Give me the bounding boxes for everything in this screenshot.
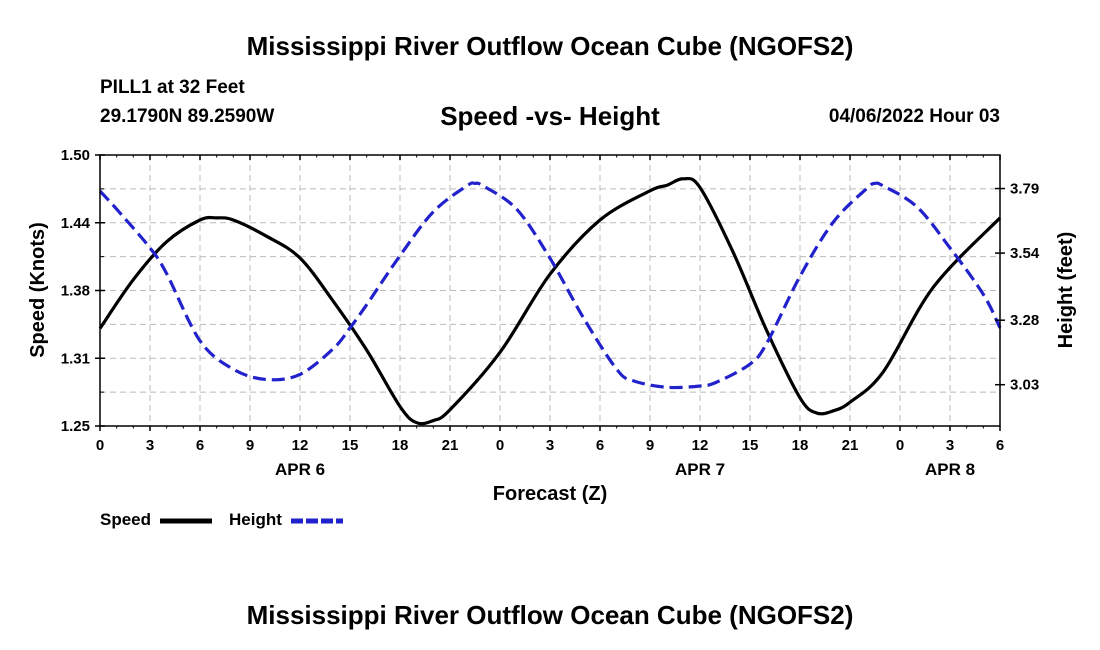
y-axis-right-label: Height (feet): [1055, 232, 1077, 349]
y-left-tick-label: 1.31: [61, 350, 90, 367]
x-tick-label: 6: [196, 437, 204, 454]
legend: Speed Height: [100, 510, 343, 529]
y-axis-left-label: Speed (Knots): [27, 222, 49, 358]
x-tick-label: 6: [596, 437, 604, 454]
x-tick-label: 9: [246, 437, 254, 454]
station-name: PILL1 at 32 Feet: [100, 77, 245, 98]
x-tick-label: 21: [842, 437, 859, 454]
forecast-time: 04/06/2022 Hour 03: [828, 106, 1000, 127]
footer-title: Mississippi River Outflow Ocean Cube (NG…: [246, 600, 854, 630]
page-title: Mississippi River Outflow Ocean Cube (NG…: [246, 31, 854, 61]
axis-ticks: 0 3 6 9 12 15 18 21 0 3 6 9 12 15 18 21 0 3 6 APR 6 APR 7 APR…: [61, 147, 1040, 479]
speed-height-chart: Speed -vs- Height 0 3 6 9 12 15 18 21 0 3 6 9 12 15 18…: [27, 101, 1077, 529]
x-tick-label: 9: [646, 437, 654, 454]
x-tick-label: 21: [442, 437, 459, 454]
y-right-tick-label: 3.79: [1010, 181, 1039, 198]
y-left-tick-label: 1.44: [61, 215, 91, 232]
x-tick-label: 3: [946, 437, 954, 454]
x-tick-label: 3: [546, 437, 554, 454]
x-tick-label: 15: [342, 437, 359, 454]
grid: [100, 155, 1000, 426]
date-label: APR 7: [675, 460, 725, 479]
y-left-tick-label: 1.38: [61, 283, 90, 300]
series-lines: [98, 176, 1002, 426]
x-tick-label: 18: [392, 437, 409, 454]
x-axis-label: Forecast (Z): [493, 483, 607, 505]
date-label: APR 8: [925, 460, 975, 479]
legend-height-label: Height: [229, 510, 282, 529]
x-tick-label: 6: [996, 437, 1004, 454]
y-right-tick-label: 3.28: [1010, 312, 1039, 329]
x-tick-label: 15: [742, 437, 759, 454]
x-tick-label: 12: [692, 437, 709, 454]
y-left-tick-label: 1.50: [61, 147, 90, 164]
date-label: APR 6: [275, 460, 325, 479]
height-line: [98, 181, 1002, 390]
x-tick-label: 0: [496, 437, 504, 454]
legend-speed-label: Speed: [100, 510, 151, 529]
x-tick-label: 12: [292, 437, 309, 454]
y-left-tick-label: 1.25: [61, 418, 90, 435]
y-right-tick-label: 3.54: [1010, 245, 1040, 262]
x-tick-label: 3: [146, 437, 154, 454]
y-right-tick-label: 3.03: [1010, 377, 1039, 394]
x-tick-label: 0: [896, 437, 904, 454]
speed-line: [98, 176, 1002, 426]
x-tick-label: 18: [792, 437, 809, 454]
station-coords: 29.1790N 89.2590W: [100, 106, 275, 127]
x-tick-label: 0: [96, 437, 104, 454]
chart-title: Speed -vs- Height: [440, 101, 660, 131]
